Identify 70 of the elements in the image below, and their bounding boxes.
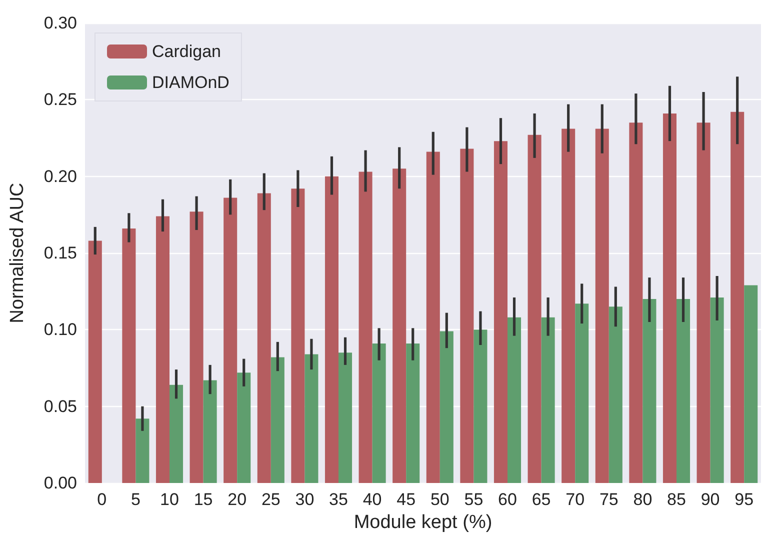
bar [562, 128, 576, 483]
x-tick-label: 45 [396, 490, 416, 509]
x-tick-label: 25 [261, 490, 280, 509]
bar [136, 418, 150, 483]
bar [358, 172, 372, 483]
bar [237, 372, 251, 483]
x-tick-label: 30 [295, 490, 314, 509]
bar [629, 122, 643, 483]
bar [744, 285, 758, 483]
x-tick-label: 0 [97, 490, 107, 509]
bar [696, 122, 710, 483]
bar [88, 240, 102, 483]
x-tick-label: 5 [130, 490, 140, 509]
x-tick-label: 80 [633, 490, 652, 509]
bar [642, 299, 656, 483]
x-tick-label: 15 [194, 490, 213, 509]
x-tick-label: 90 [700, 490, 720, 509]
x-tick-label: 70 [566, 490, 585, 509]
legend-label: DIAMOnD [152, 73, 230, 92]
bar [710, 297, 724, 483]
bar [372, 343, 386, 483]
bar [324, 176, 338, 483]
bar [224, 198, 238, 483]
bar [257, 193, 271, 483]
y-tick-label: 0.05 [44, 396, 77, 416]
x-tick-label: 40 [362, 490, 382, 509]
bar [406, 343, 420, 483]
bar [730, 112, 744, 483]
bar [156, 216, 170, 483]
bar [270, 357, 284, 483]
bar [575, 304, 589, 483]
bar [291, 188, 305, 483]
x-tick-label: 85 [667, 490, 686, 509]
x-tick-label: 75 [599, 490, 618, 509]
bar [122, 228, 136, 483]
y-tick-label: 0.20 [44, 166, 77, 186]
x-tick-label: 60 [498, 490, 517, 509]
bar [474, 330, 488, 483]
bar [508, 317, 522, 483]
y-axis-title: Normalised AUC [7, 182, 28, 324]
bar [426, 152, 440, 483]
x-tick-label: 50 [430, 490, 450, 509]
y-tick-label: 0.10 [44, 320, 77, 340]
y-tick-label: 0.00 [44, 474, 77, 492]
x-tick-label: 35 [329, 490, 348, 509]
bar [304, 354, 318, 483]
bar [676, 299, 690, 483]
bar [608, 306, 622, 483]
x-tick-label: 55 [464, 490, 484, 509]
bar [338, 352, 352, 483]
bar [440, 331, 454, 483]
x-tick-label: 65 [532, 490, 551, 509]
y-tick-label: 0.25 [44, 90, 77, 110]
bar [595, 128, 609, 483]
bar [190, 212, 204, 483]
legend-label: Cardigan [152, 42, 221, 61]
bar [170, 384, 184, 483]
x-tick-label: 95 [734, 490, 754, 509]
bar [541, 317, 555, 483]
bar [460, 148, 474, 483]
bar [494, 141, 508, 483]
bar [392, 168, 406, 483]
x-axis-title: Module kept (%) [354, 512, 492, 533]
bar [203, 380, 217, 483]
bar [528, 134, 542, 483]
x-tick-label: 20 [228, 490, 247, 509]
x-tick-label: 10 [160, 490, 179, 509]
bar [662, 113, 676, 483]
y-tick-label: 0.15 [44, 244, 77, 262]
y-tick-label: 0.30 [44, 14, 77, 32]
